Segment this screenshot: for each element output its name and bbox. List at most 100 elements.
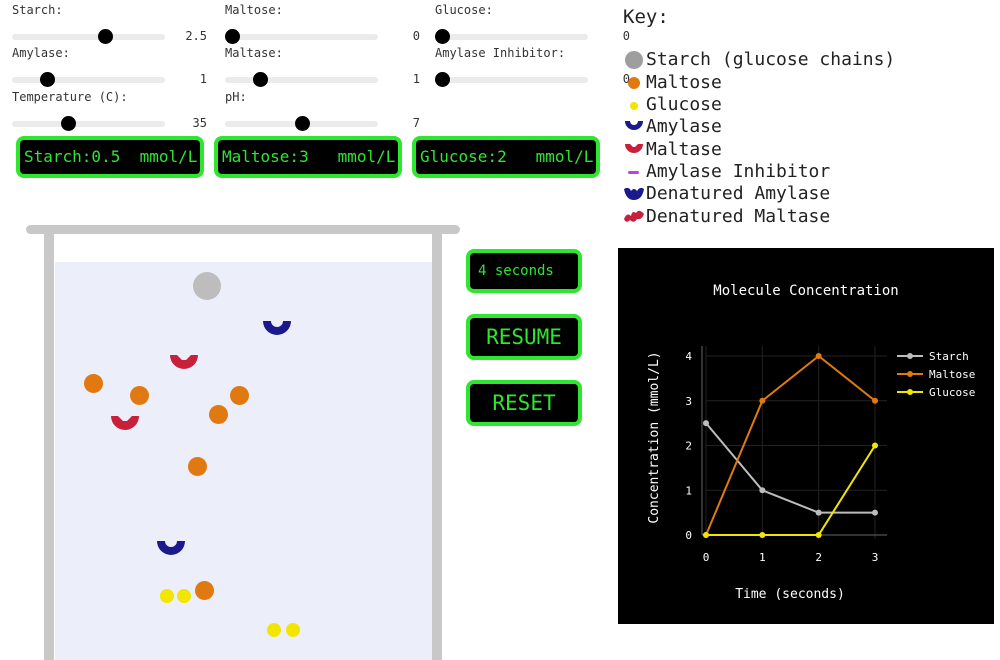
resume-button[interactable]: RESUME — [466, 314, 582, 360]
beaker-liquid — [55, 262, 432, 660]
key-item-label: Denatured Amylase — [646, 183, 831, 204]
maltase-cup-icon — [625, 144, 643, 153]
concentration-chart-svg: 0 1 2 3 4 0 1 2 3 Molecule Concentration Time (sec… — [647, 283, 975, 602]
maltose-molecule — [130, 386, 149, 405]
glucose-slider[interactable]: Glucose: 0 — [435, 3, 630, 47]
data-point-glucose — [815, 532, 822, 538]
slider-knob[interactable] — [435, 29, 450, 44]
denatured-amylase-icon — [624, 187, 644, 200]
slider-value: 0 — [412, 29, 420, 43]
slider-value: 1 — [199, 72, 207, 86]
y-tick-label: 2 — [685, 440, 692, 453]
x-tick-label: 2 — [815, 551, 822, 564]
y-axis-label: Concentration (mmol/L) — [647, 351, 662, 523]
data-point-starch — [815, 509, 822, 516]
reset-button[interactable]: RESET — [466, 380, 582, 426]
gray-circle-icon — [625, 51, 643, 69]
orange-circle-icon — [628, 77, 640, 89]
chart-title: Molecule Concentration — [713, 283, 898, 299]
slider-knob[interactable] — [294, 116, 310, 131]
slider-label: Glucose: — [435, 3, 493, 17]
slider-value: 1 — [412, 72, 420, 86]
legend-label: Starch — [929, 350, 969, 363]
maltase-slider[interactable]: Maltase: 1 — [225, 46, 420, 90]
legend-marker-maltose — [907, 371, 913, 377]
data-point-glucose — [759, 532, 766, 538]
slider-value: 7 — [412, 116, 420, 130]
slider-label: Starch: — [12, 3, 63, 17]
starch-slider[interactable]: Starch: 2.5 — [12, 3, 207, 47]
glucose-concentration-readout: Glucose:2 mmol/L — [412, 136, 600, 178]
slider-knob[interactable] — [60, 116, 76, 131]
slider-value: 35 — [192, 116, 207, 130]
slider-knob[interactable] — [252, 72, 268, 87]
key-item-label: Maltose — [646, 72, 722, 93]
slider-value: 0 — [622, 72, 630, 86]
slider-knob[interactable] — [435, 72, 450, 87]
temperature-slider[interactable]: Temperature (C): 35 — [12, 90, 207, 134]
starch-molecule — [193, 272, 221, 300]
data-point-glucose — [872, 442, 878, 449]
data-point-starch — [872, 509, 878, 516]
amylase-enzyme — [157, 541, 185, 555]
y-tick-label: 1 — [685, 484, 692, 497]
slider-knob[interactable] — [225, 29, 240, 44]
glucose-molecule — [160, 589, 174, 603]
data-point-maltose — [872, 397, 878, 404]
legend-label: Maltose — [929, 368, 975, 381]
key-item-label: Amylase Inhibitor — [646, 161, 831, 182]
legend-marker-glucose — [907, 389, 913, 395]
slider-track[interactable] — [12, 77, 165, 83]
series-line-maltose — [705, 354, 876, 536]
data-point-starch — [759, 487, 766, 494]
key-title: Key: — [623, 6, 669, 28]
x-tick-label: 1 — [759, 551, 766, 564]
data-point-glucose — [703, 532, 709, 538]
slider-value: 0 — [622, 29, 630, 43]
data-point-maltose — [759, 397, 766, 404]
slider-track[interactable] — [225, 77, 378, 83]
concentration-chart: 0 1 2 3 4 0 1 2 3 Molecule Concentration Time (sec… — [618, 248, 994, 624]
amylase-slider[interactable]: Amylase: 1 — [12, 46, 207, 90]
slider-track[interactable] — [12, 121, 165, 127]
ph-slider[interactable]: pH: 7 — [225, 90, 420, 134]
amylase-inhibitor-slider[interactable]: Amylase Inhibitor: 0 — [435, 46, 630, 90]
x-tick-label: 3 — [872, 551, 879, 564]
beaker-rim — [26, 225, 460, 234]
maltose-molecule — [209, 405, 228, 424]
maltose-molecule — [84, 374, 103, 393]
slider-track[interactable] — [435, 34, 588, 40]
maltase-enzyme — [111, 416, 139, 430]
slider-knob[interactable] — [39, 72, 55, 87]
maltase-enzyme — [170, 355, 198, 369]
series-line-starch — [705, 422, 875, 514]
beaker-left-wall — [44, 228, 54, 660]
amylase-cup-icon — [625, 121, 643, 130]
slider-track[interactable] — [12, 34, 165, 40]
elapsed-time-display: 4 seconds — [466, 249, 582, 293]
x-tick-label: 0 — [703, 551, 710, 564]
beaker-right-wall — [432, 228, 442, 660]
legend-marker-starch — [907, 353, 913, 359]
slider-track[interactable] — [225, 34, 378, 40]
slider-knob[interactable] — [98, 29, 114, 44]
slider-label: Amylase: — [12, 46, 70, 60]
maltose-slider[interactable]: Maltose: 0 — [225, 3, 420, 47]
legend-label: Glucose — [929, 386, 975, 399]
y-tick-label: 4 — [685, 350, 692, 363]
slider-label: Maltase: — [225, 46, 283, 60]
x-axis-label: Time (seconds) — [735, 587, 845, 602]
y-tick-label: 3 — [685, 395, 692, 408]
slider-value: 2.5 — [185, 29, 207, 43]
yellow-circle-icon — [630, 102, 638, 110]
amylase-enzyme — [263, 321, 291, 335]
maltose-concentration-readout: Maltose:3 mmol/L — [214, 136, 402, 178]
slider-label: Temperature (C): — [12, 90, 128, 104]
slider-label: Maltose: — [225, 3, 283, 17]
glucose-molecule — [286, 623, 300, 637]
slider-track[interactable] — [435, 77, 588, 83]
starch-concentration-readout: Starch:0.5 mmol/L — [16, 136, 204, 178]
y-tick-label: 0 — [685, 529, 692, 542]
maltose-molecule — [230, 386, 249, 405]
key-item-label: Maltase — [646, 139, 722, 160]
